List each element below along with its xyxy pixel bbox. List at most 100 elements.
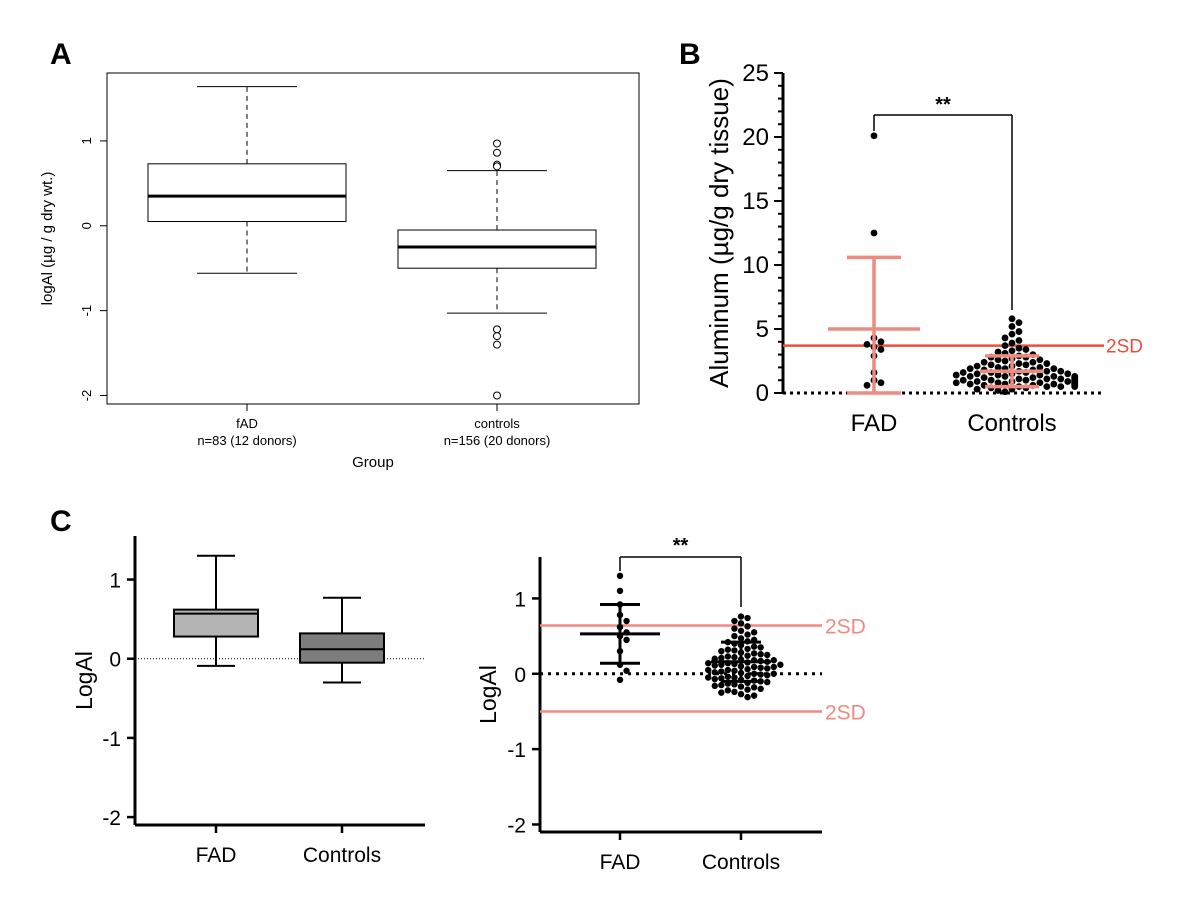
panel-a-xtick-sublabel: n=83 (12 donors) (197, 433, 296, 448)
panel-b-data-point (966, 372, 974, 380)
panel-b-data-point (870, 132, 878, 140)
panel-c-right-ytick-label: -1 (507, 739, 526, 762)
panel-c-right-data-point (750, 692, 758, 699)
panel-a-xtick-label: controls (474, 416, 520, 431)
panel-b-significance: ** (935, 94, 951, 116)
panel-c-left-ytick-label: -1 (102, 728, 121, 751)
panel-b-data-point (877, 346, 885, 353)
panel-b-data-point (1022, 376, 1030, 384)
panel-c-right-data-point (718, 647, 725, 655)
panel-c-right-data-point (737, 690, 745, 698)
panel-b-reference-label: 2SD (1106, 337, 1143, 358)
panel-c-right-data-point (616, 676, 624, 684)
panel-b-data-point (1022, 361, 1030, 369)
panel-c-right-data-point (711, 675, 718, 683)
panel-b-ytick-label: 25 (742, 60, 769, 87)
panel-c-right-data-point (737, 613, 745, 620)
panel-c-right-ylabel: LogAl (475, 665, 501, 724)
panel-a-outlier-point (493, 139, 501, 148)
panel-label-b: B (679, 38, 701, 71)
panel-a-frame (106, 72, 640, 405)
panel-b-data-point (1057, 383, 1065, 390)
panel-b-data-point (1008, 323, 1016, 330)
panel-c-right-data-point (764, 651, 771, 659)
panel-c-right-data-point (711, 662, 718, 669)
panel-b-data-point (1036, 371, 1044, 379)
panel-c-right-data-point (731, 632, 738, 640)
panel-a-ytick-label: 0 (79, 222, 94, 229)
panel-c-right-data-point (623, 617, 630, 625)
panel-c-right-data-point (770, 657, 777, 664)
panel-b-data-point (1036, 356, 1044, 364)
panel-c-right-data-point (770, 670, 777, 677)
panel-b-data-point (1022, 346, 1030, 353)
panel-c-left-ylabel: LogAl (71, 651, 97, 710)
panel-b-data-point (994, 364, 1002, 371)
panel-c-right-data-point (724, 687, 732, 694)
panel-c-right-data-point (724, 646, 732, 653)
panel-c-right-data-point (623, 667, 630, 674)
panel-label-a: A (50, 38, 72, 71)
panel-b-xtick-label: Controls (967, 410, 1056, 437)
panel-c-right-data-point (750, 629, 758, 636)
panel-b-data-point (1008, 339, 1016, 347)
panel-b-data-point (1050, 380, 1058, 388)
panel-b-data-point (987, 361, 995, 369)
panel-a-box (397, 229, 597, 269)
panel-c-right-ytick-label: 0 (514, 664, 526, 687)
panel-c-right-data-point (724, 666, 732, 674)
panel-b-data-point (1001, 334, 1009, 342)
panel-a-xlabel: Group (352, 454, 394, 471)
panel-c-right-data-point (724, 673, 732, 680)
panel-b-data-point (1001, 372, 1009, 380)
panel-b-data-point (1043, 383, 1051, 390)
panel-b-data-point (994, 379, 1002, 387)
panel-b-data-point (1008, 330, 1016, 338)
panel-c-right-data-point (737, 635, 745, 642)
panel-a-outlier-point (493, 162, 501, 171)
panel-c-right-data-point (757, 685, 764, 693)
panel-b-data-point (863, 340, 871, 348)
panel-b-data-point (987, 376, 995, 384)
panel-c-right-data-point (757, 671, 764, 678)
panel-b-data-point (994, 348, 1002, 356)
panel-b-ytick-label: 5 (756, 316, 769, 343)
panel-c-right-data-point (718, 681, 725, 689)
panel-b-data-point (994, 371, 1002, 379)
panel-b-data-point (1015, 375, 1023, 383)
panel-c-right-data-point (718, 654, 725, 662)
panel-b-data-point (973, 370, 981, 378)
panel-b-data-point (1001, 342, 1009, 350)
panel-c-left-ytick-label: -2 (102, 807, 121, 830)
panel-a-ylabel: logAl (µg / g dry wt.) (39, 172, 56, 306)
panel-b-ylabel: Aluminum (µg/g dry tissue) (704, 78, 734, 388)
panel-c-left-ytick-label: 1 (109, 570, 121, 593)
panel-b-data-point (1064, 378, 1072, 385)
panel-c-right-data-point (705, 660, 712, 667)
panel-c-right-data-point (744, 631, 751, 638)
panel-c-right-data-point (737, 620, 745, 627)
panel-a-outlier-point (493, 148, 501, 157)
panel-c-right-data-point (616, 572, 624, 580)
panel-b-data-point (980, 374, 988, 382)
panel-c-right-data-point (744, 623, 751, 630)
panel-c-right-xtick-label: Controls (702, 851, 780, 874)
panel-b-data-point (1008, 347, 1016, 355)
panel-b-data-point (994, 356, 1002, 364)
panel-c-right-data-point (711, 682, 718, 690)
panel-b-data-point (966, 380, 974, 388)
panel-b-data-point (959, 369, 967, 376)
panel-b-data-point (877, 338, 885, 346)
panel-c-right-data-point (731, 617, 738, 625)
panel-c-right-data-point (777, 661, 784, 668)
panel-b-ytick-label: 20 (742, 124, 769, 151)
panel-c-right-data-point (705, 674, 712, 681)
panel-b-data-point (1043, 367, 1051, 375)
panel-b-ytick-label: 15 (742, 188, 769, 215)
panel-b-data-point (1050, 365, 1058, 373)
panel-c-right-data-point (616, 587, 624, 595)
panel-b-data-point (1043, 375, 1051, 383)
panel-b-data-point (980, 358, 988, 366)
panel-b-data-point (1071, 383, 1079, 390)
